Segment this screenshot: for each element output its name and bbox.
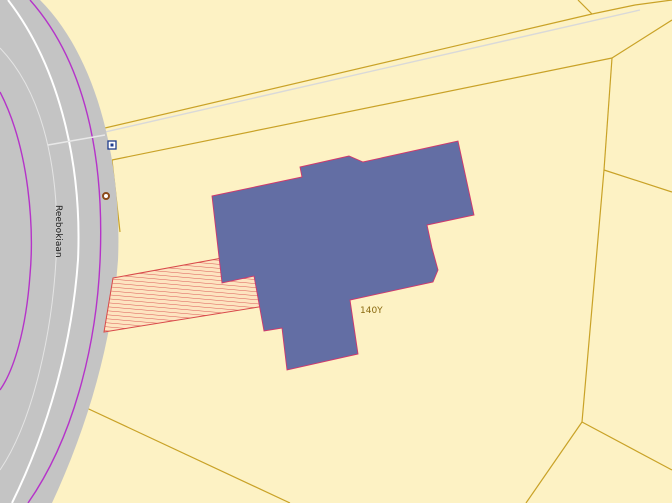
building[interactable] <box>211 140 475 371</box>
parcel-line <box>77 403 291 503</box>
parcel-line <box>634 0 672 6</box>
road-boundary-outer <box>27 0 102 503</box>
street-label: Reebokiaan <box>53 205 63 258</box>
parcel-line <box>104 13 593 129</box>
parcel-line <box>525 421 583 503</box>
parcel-line <box>581 169 605 423</box>
road-boundary-inner <box>0 91 32 391</box>
parcel-boundaries <box>77 0 672 503</box>
road-edge-line <box>0 47 58 471</box>
parcel-line <box>591 4 636 15</box>
service-line <box>47 9 641 146</box>
road-cross-line <box>47 134 106 146</box>
parcel-line <box>577 0 593 15</box>
square-point-marker-icon[interactable] <box>107 140 117 150</box>
road-edge-line <box>7 0 80 503</box>
parcel-line <box>611 19 672 59</box>
parcel-line <box>603 57 613 171</box>
parcel-line <box>111 57 613 161</box>
parcel-line <box>603 169 672 193</box>
circle-point-marker-icon[interactable] <box>102 192 110 200</box>
house-number-label: 140Y <box>360 306 383 316</box>
road-surface[interactable] <box>0 0 119 503</box>
parcel-line <box>581 421 672 471</box>
